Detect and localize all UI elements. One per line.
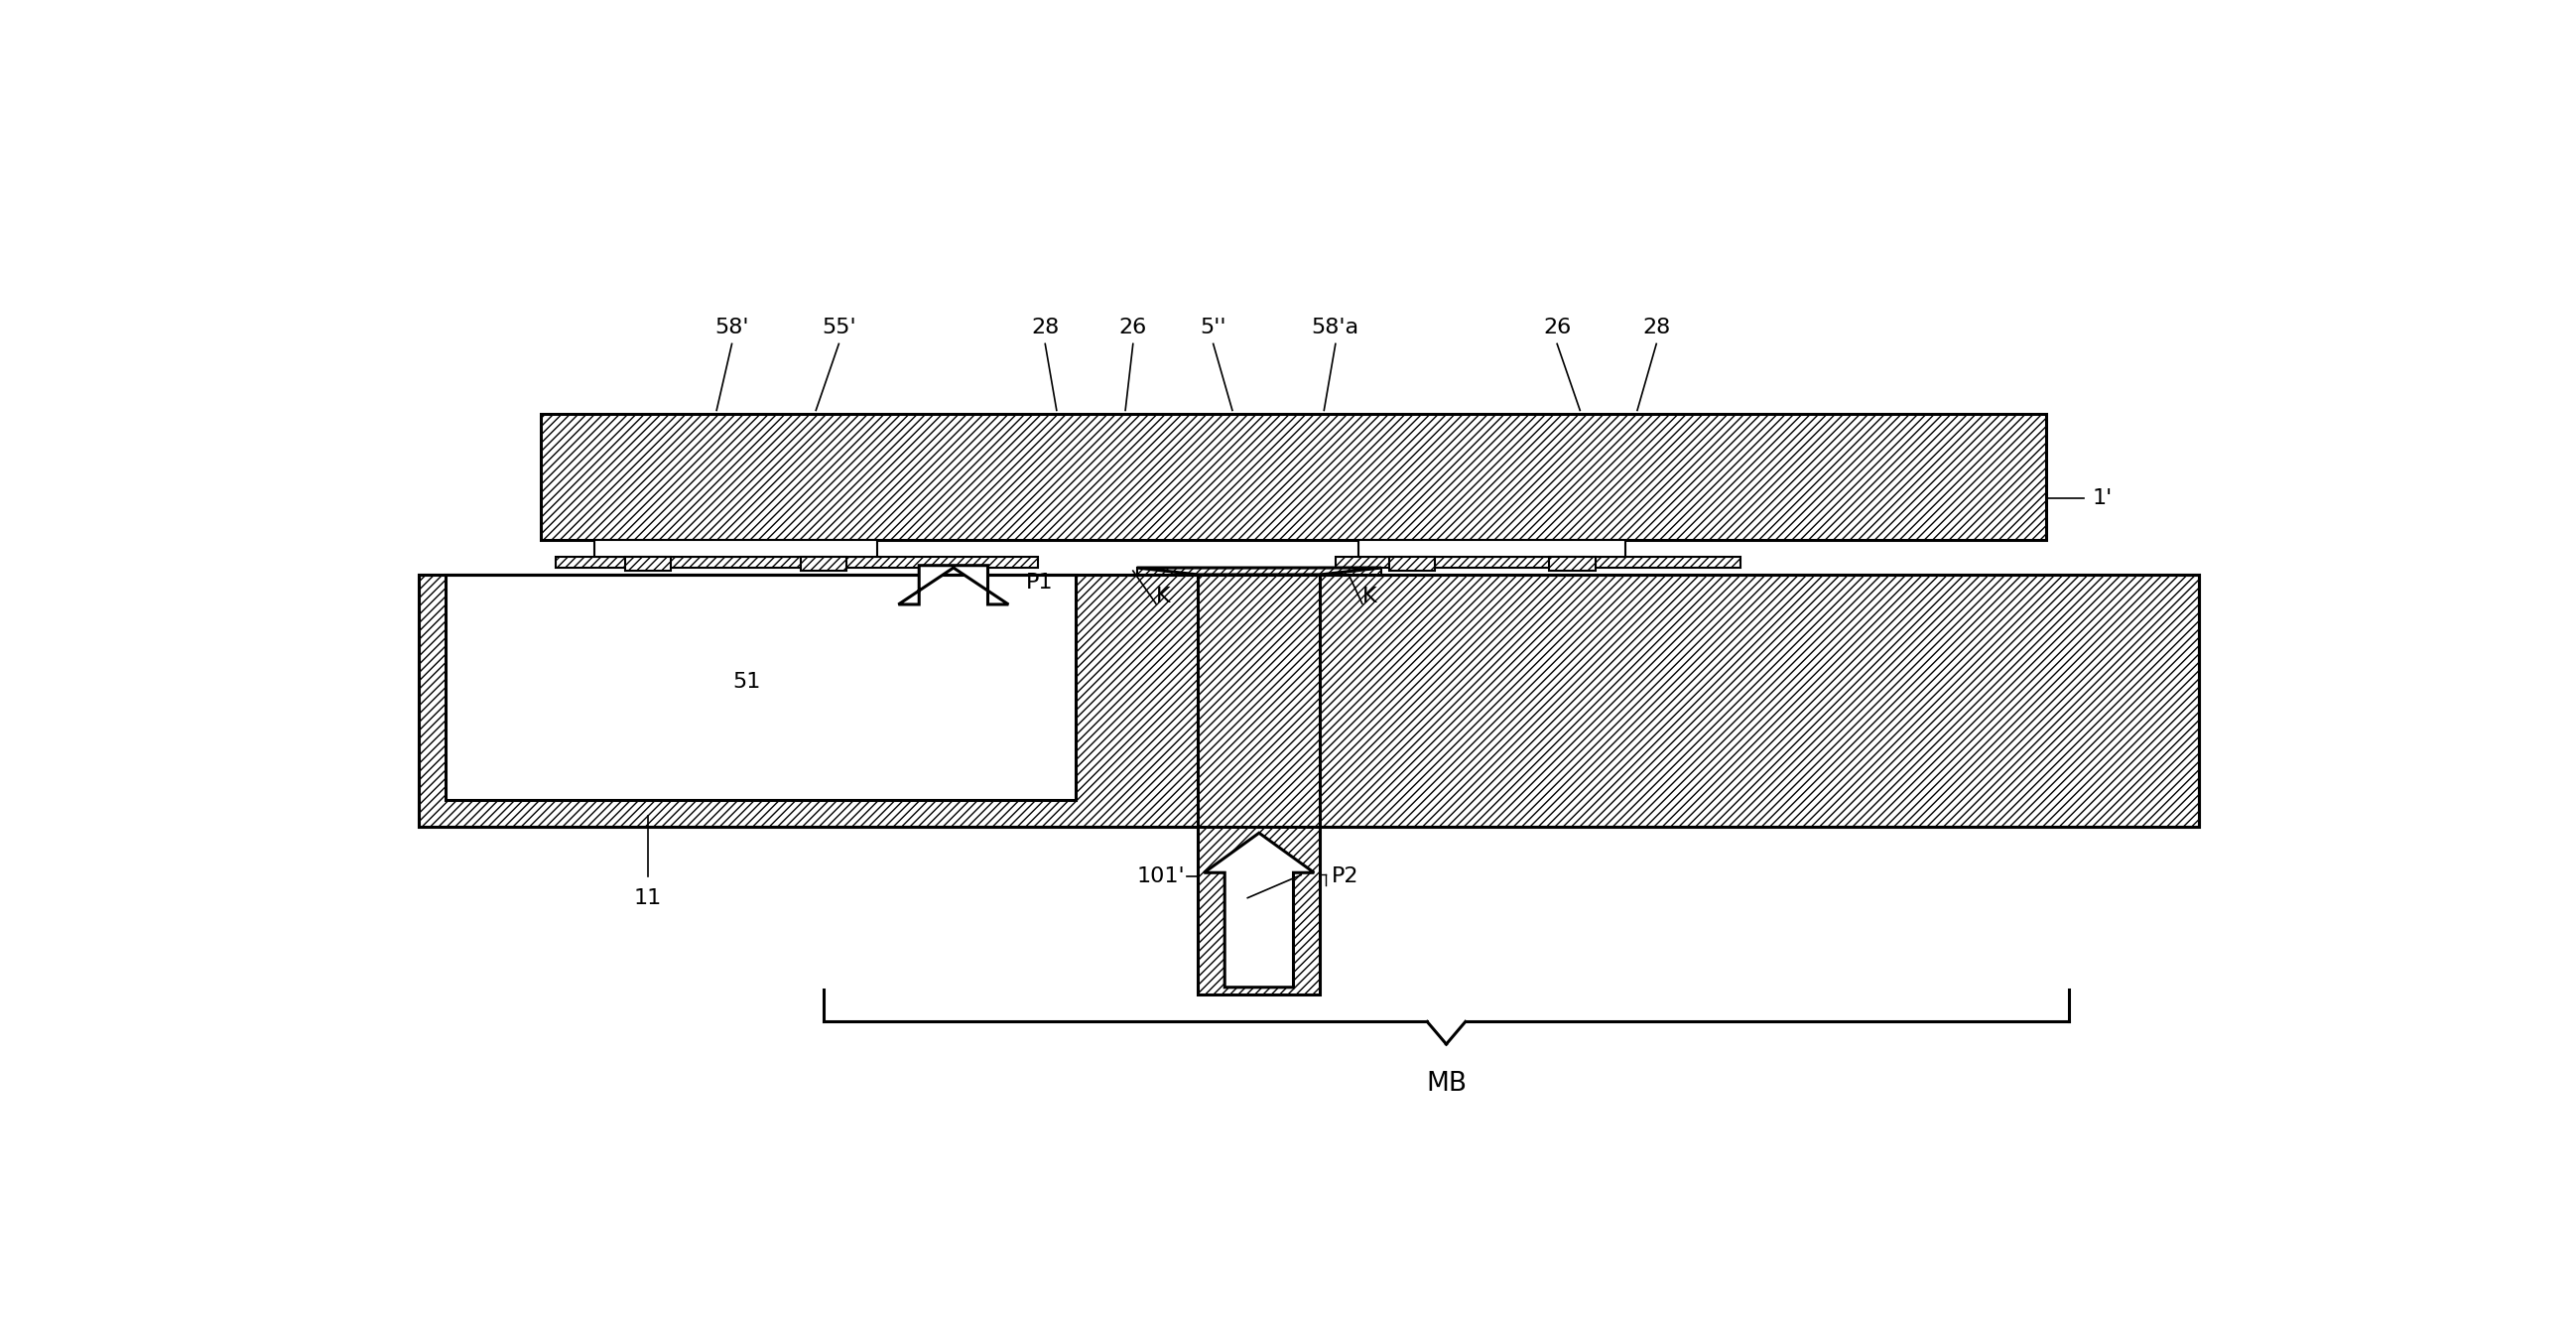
Text: 28: 28 (1643, 318, 1669, 338)
Text: 5'': 5'' (1200, 318, 1226, 338)
Text: K: K (1157, 587, 1170, 606)
Polygon shape (1136, 568, 1198, 575)
Bar (420, 575, 2200, 826)
Text: 55': 55' (822, 318, 855, 338)
Text: MB: MB (1427, 1071, 1466, 1096)
Text: 51: 51 (734, 671, 762, 691)
Bar (1358, 540, 1625, 557)
Bar (1198, 575, 1321, 826)
Text: 58'a: 58'a (1311, 318, 1360, 338)
Text: 1': 1' (2092, 489, 2112, 508)
Polygon shape (899, 565, 1007, 605)
Text: 11: 11 (634, 888, 662, 908)
Bar (420, 575, 2200, 826)
Bar (541, 414, 2045, 540)
Text: 58': 58' (714, 318, 750, 338)
Bar (1198, 575, 1321, 994)
Bar (1388, 557, 1435, 571)
Bar (556, 557, 1038, 568)
Text: 26: 26 (1543, 318, 1571, 338)
Bar (1548, 557, 1595, 571)
Polygon shape (1321, 568, 1381, 575)
Text: 26: 26 (1118, 318, 1146, 338)
Bar (1334, 557, 1741, 568)
Text: 101': 101' (1136, 867, 1185, 886)
Bar (595, 540, 876, 557)
Text: P1: P1 (1025, 573, 1054, 593)
Bar (446, 575, 1077, 800)
Polygon shape (1203, 833, 1314, 988)
Bar (801, 557, 848, 571)
Text: K: K (1363, 587, 1376, 606)
Polygon shape (1136, 568, 1381, 575)
Text: 28: 28 (1030, 318, 1059, 338)
Text: P2: P2 (1332, 867, 1360, 886)
Bar (626, 557, 670, 571)
